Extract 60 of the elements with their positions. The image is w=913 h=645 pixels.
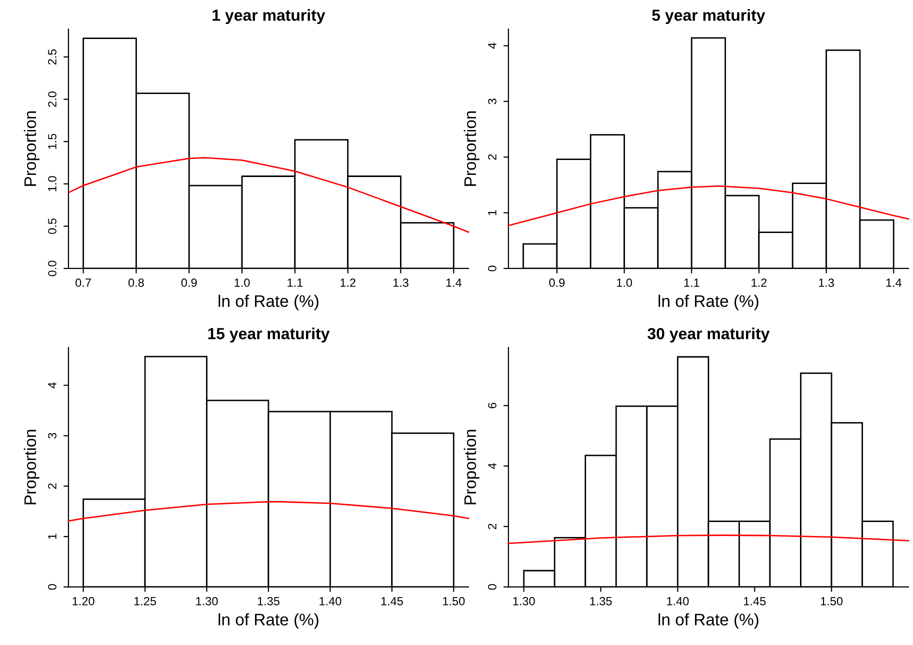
x-tick-label: 1.3 (818, 278, 834, 287)
y-tick-label: 0 (488, 584, 496, 590)
y-tick-label: 4 (488, 42, 496, 49)
x-tick-label: 1.2 (752, 278, 767, 287)
chart-title: 15 year maturity (208, 328, 330, 342)
y-axis-title: Proportion (24, 430, 40, 504)
y-tick-label: 0.0 (48, 260, 56, 276)
x-axis-title: ln of Rate (%) (218, 613, 318, 629)
x-tick-label: 1.2 (340, 278, 356, 287)
x-axis-title: ln of Rate (%) (218, 294, 318, 310)
y-tick-label: 4 (48, 382, 56, 388)
y-tick-label: 2 (488, 154, 496, 160)
y-axis-title: Proportion (464, 430, 480, 504)
y-tick-label: 2.5 (48, 49, 56, 65)
x-tick-label: 1.45 (381, 597, 403, 606)
x-tick-label: 0.8 (128, 278, 144, 287)
x-tick-label: 1.1 (288, 278, 303, 287)
x-tick-label: 1.35 (258, 596, 280, 606)
chart-title: 5 year maturity (652, 9, 766, 24)
y-tick-label: 1 (48, 534, 56, 539)
x-tick-label: 1.20 (72, 596, 94, 606)
y-tick-label: 6 (488, 402, 496, 408)
y-tick-label: 4 (488, 463, 496, 470)
y-tick-label: 2 (48, 483, 56, 489)
x-tick-label: 0.7 (76, 278, 91, 287)
y-tick-label: 2 (488, 524, 496, 530)
x-tick-label: 1.0 (234, 278, 250, 287)
x-tick-label: 1.30 (513, 596, 535, 606)
x-tick-label: 1.30 (196, 596, 218, 606)
y-tick-label: 3 (48, 432, 56, 439)
x-tick-label: 1.0 (616, 278, 632, 287)
x-tick-label: 1.40 (320, 596, 342, 606)
y-tick-label: 1.0 (48, 176, 56, 192)
y-axis-title: Proportion (24, 111, 40, 186)
x-tick-label: 0.9 (549, 278, 565, 287)
x-tick-label: 1.4 (446, 278, 462, 287)
x-tick-label: 1.45 (744, 597, 766, 606)
x-axis-title: ln of Rate (%) (658, 613, 758, 629)
chart-title: 30 year maturity (648, 328, 770, 342)
x-tick-label: 1.1 (684, 278, 700, 287)
y-tick-label: 0.5 (48, 218, 56, 234)
y-tick-label: 1 (488, 210, 496, 216)
x-tick-label: 1.4 (886, 278, 902, 287)
x-tick-label: 1.25 (134, 596, 156, 606)
x-tick-label: 1.35 (590, 596, 612, 606)
x-tick-label: 1.3 (393, 278, 408, 287)
x-tick-label: 0.9 (181, 278, 197, 287)
line-series (508, 185, 910, 226)
y-tick-label: 3 (488, 98, 496, 104)
y-tick-label: 0 (488, 266, 496, 272)
chart-title: 1 year maturity (212, 9, 326, 24)
x-tick-label: 1.50 (820, 596, 843, 606)
y-axis-title: Proportion (464, 111, 480, 186)
y-tick-label: 0 (48, 584, 56, 590)
x-tick-label: 1.50 (443, 596, 465, 606)
y-tick-label: 2.0 (48, 92, 56, 107)
x-tick-label: 1.40 (667, 596, 689, 606)
line-series (508, 534, 910, 544)
y-tick-label: 1.5 (48, 134, 56, 149)
x-axis-title: ln of Rate (%) (658, 294, 758, 310)
